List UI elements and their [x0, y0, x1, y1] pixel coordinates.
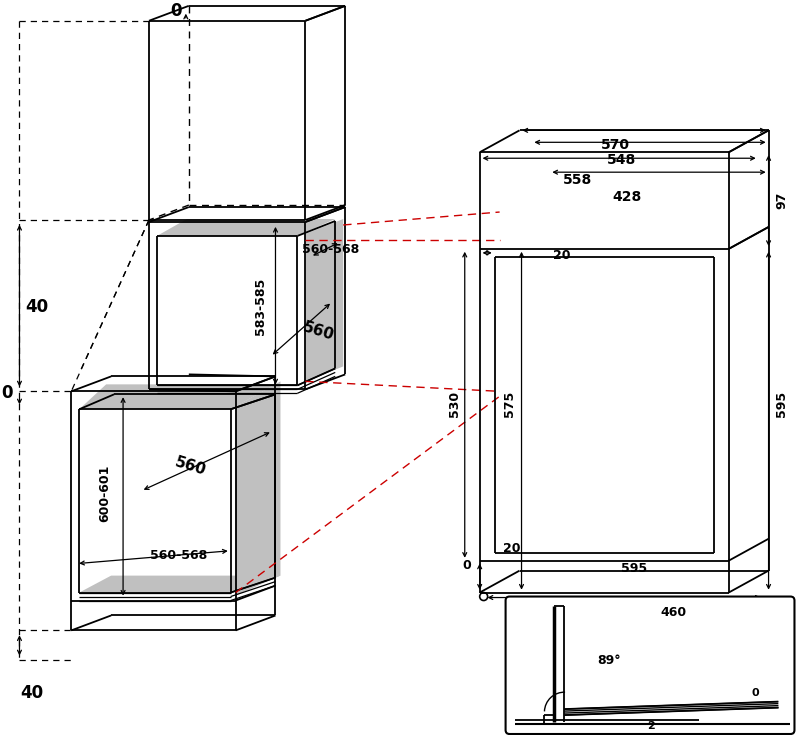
Text: 595: 595	[621, 562, 647, 576]
Text: 570: 570	[601, 138, 630, 152]
FancyBboxPatch shape	[506, 597, 794, 734]
Text: 97: 97	[775, 191, 788, 209]
Text: 20: 20	[503, 542, 520, 555]
Polygon shape	[79, 576, 281, 592]
Text: 2: 2	[647, 721, 655, 731]
Text: 530: 530	[448, 391, 462, 417]
Polygon shape	[79, 384, 275, 409]
Text: 20: 20	[553, 249, 570, 262]
Text: 460: 460	[661, 606, 687, 619]
Text: 560-568: 560-568	[150, 549, 207, 562]
Text: 40: 40	[25, 298, 48, 315]
Text: 428: 428	[613, 190, 642, 204]
Text: 595: 595	[775, 391, 788, 417]
Polygon shape	[306, 219, 343, 381]
Polygon shape	[236, 381, 281, 595]
Text: 0: 0	[1, 384, 12, 402]
Text: 583-585: 583-585	[254, 278, 267, 335]
Text: 0: 0	[752, 688, 759, 698]
Text: 0: 0	[462, 559, 471, 572]
Text: 0: 0	[170, 1, 182, 20]
Polygon shape	[157, 219, 335, 236]
Text: 560-568: 560-568	[302, 243, 359, 257]
Text: 560: 560	[174, 454, 208, 478]
Text: 89°: 89°	[598, 654, 621, 667]
Text: 575: 575	[503, 391, 516, 417]
Text: 548: 548	[606, 153, 636, 168]
Text: 600-601: 600-601	[98, 465, 112, 522]
Text: 560: 560	[301, 320, 336, 343]
Text: 40: 40	[20, 684, 43, 702]
Text: 558: 558	[562, 173, 592, 187]
